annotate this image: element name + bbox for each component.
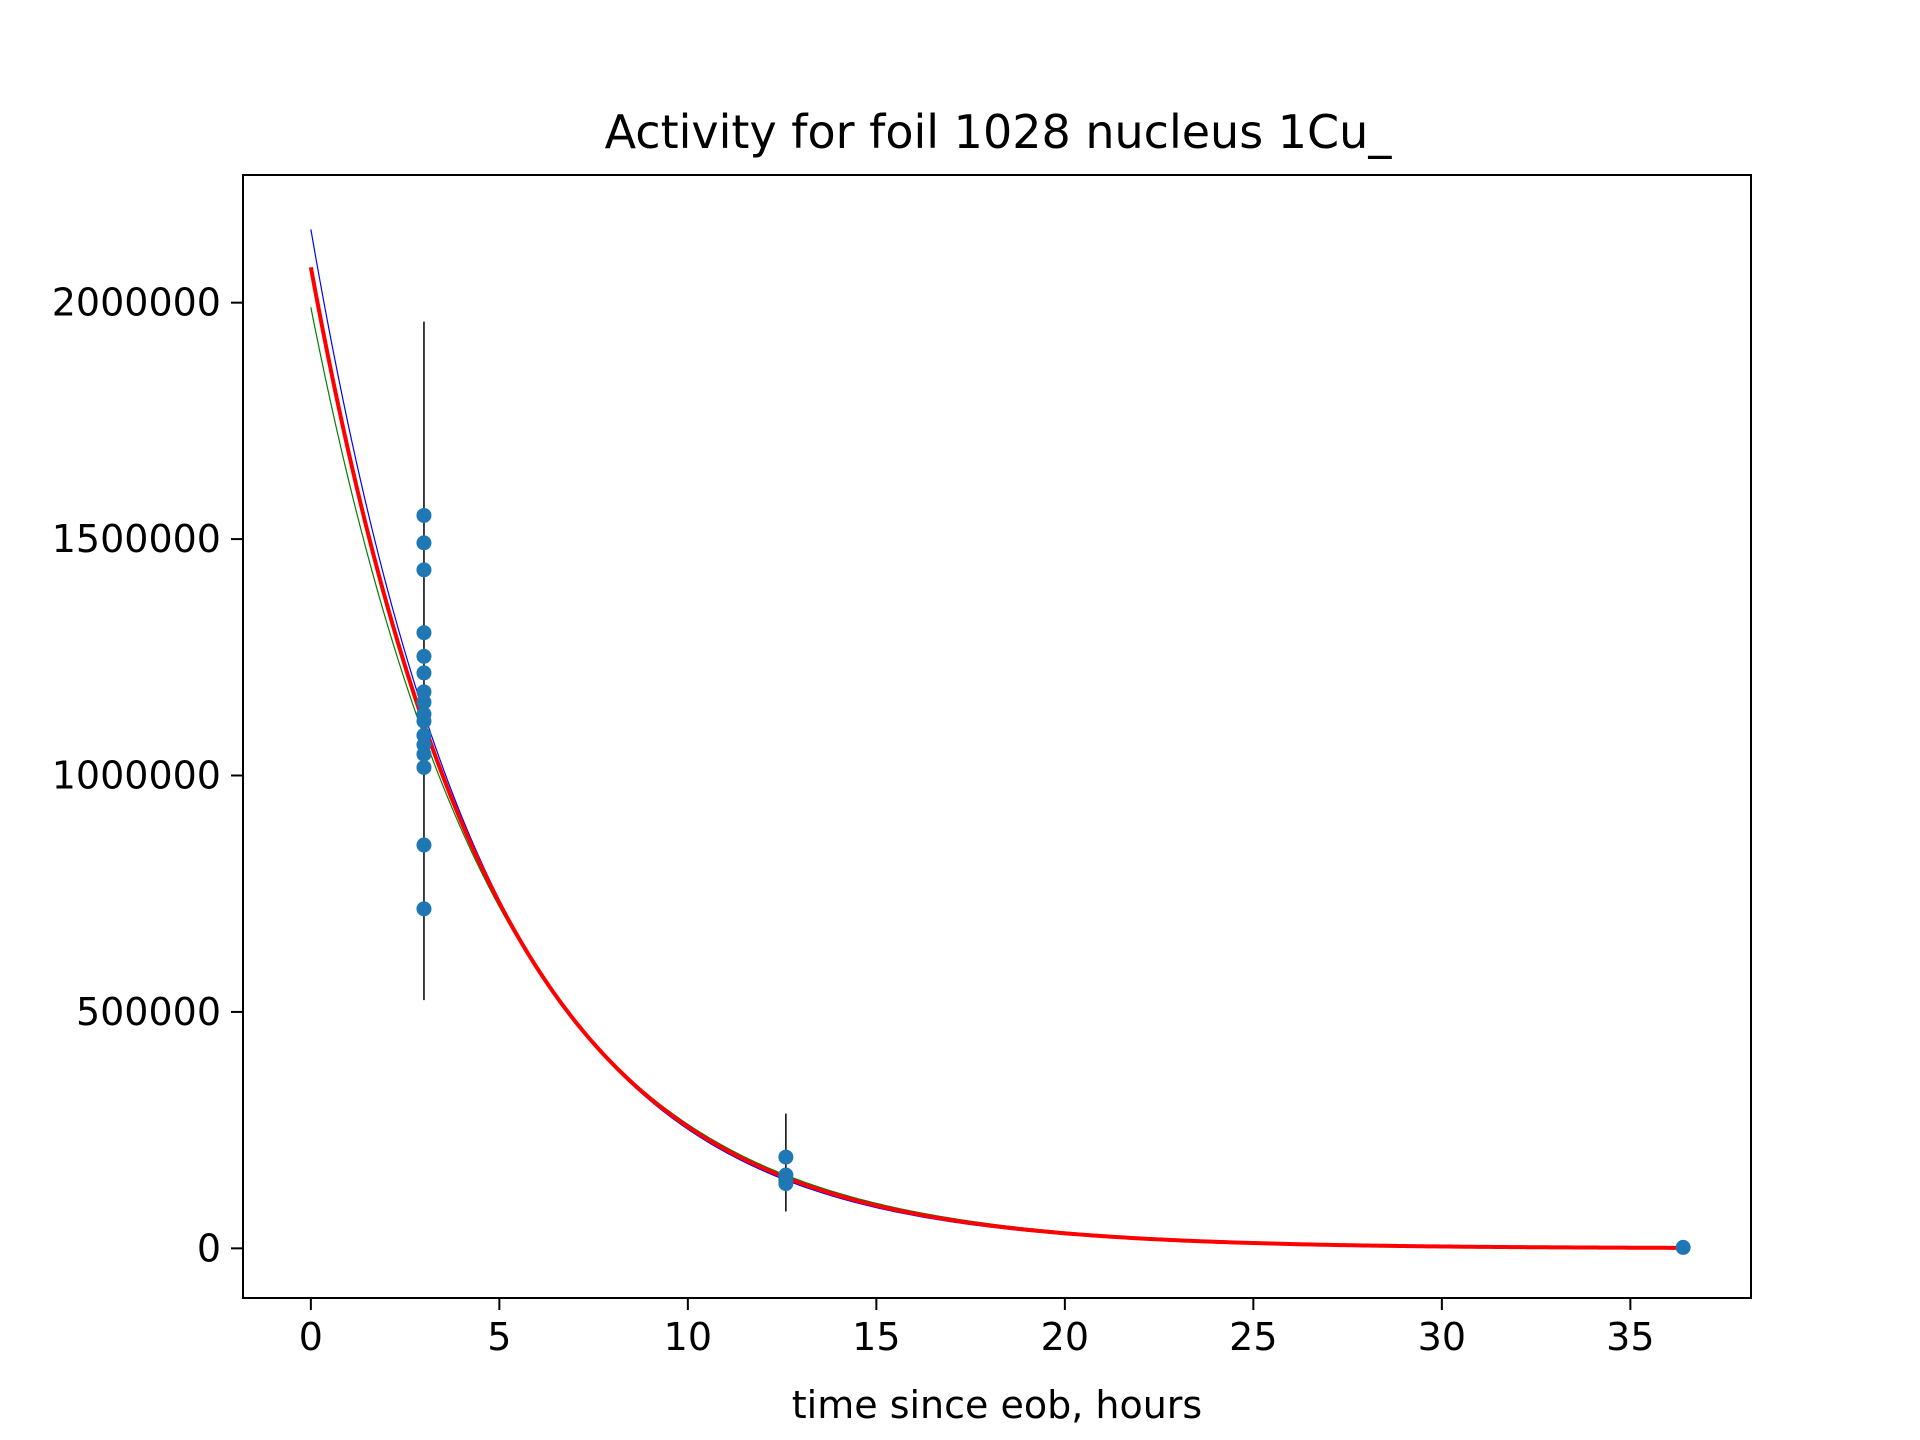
data-point: [416, 665, 432, 681]
x-tick-label: 25: [1229, 1315, 1277, 1359]
data-point: [416, 684, 432, 700]
x-tick-label: 15: [852, 1315, 900, 1359]
data-point: [416, 625, 432, 641]
plot-content: [308, 229, 1691, 1255]
data-point: [416, 746, 432, 762]
axes-frame: [242, 174, 1752, 1299]
x-tick-label: 30: [1418, 1315, 1466, 1359]
data-point: [416, 759, 432, 775]
data-point: [778, 1176, 794, 1192]
data-point: [416, 837, 432, 853]
x-axis-label: time since eob, hours: [792, 1383, 1202, 1427]
x-tick-label: 20: [1041, 1315, 1089, 1359]
data-point: [416, 562, 432, 578]
chart-title: Activity for foil 1028 nucleus 1Cu_: [605, 105, 1393, 159]
data-point: [778, 1149, 794, 1165]
x-tick-label: 0: [299, 1315, 323, 1359]
fit-curve-2: [308, 266, 1684, 1250]
data-point: [416, 901, 432, 917]
data-point: [416, 694, 432, 710]
y-tick-label: 2000000: [52, 281, 221, 325]
x-tick-label: 5: [487, 1315, 511, 1359]
data-point: [416, 713, 432, 729]
data-point: [416, 535, 432, 551]
x-tick-label: 10: [664, 1315, 712, 1359]
data-point: [416, 648, 432, 664]
axis-ticks: 0 5 10 15 20 25 30 35 0 500000 1000000 1500000 20000…: [52, 281, 1655, 1359]
x-tick-label: 35: [1606, 1315, 1654, 1359]
data-point: [416, 507, 432, 523]
y-tick-label: 500000: [76, 990, 221, 1034]
data-point: [1675, 1239, 1691, 1255]
y-tick-label: 1000000: [52, 754, 221, 798]
y-tick-label: 1500000: [52, 517, 221, 561]
plot-area: [308, 229, 1691, 1255]
y-tick-label: 0: [197, 1226, 221, 1270]
